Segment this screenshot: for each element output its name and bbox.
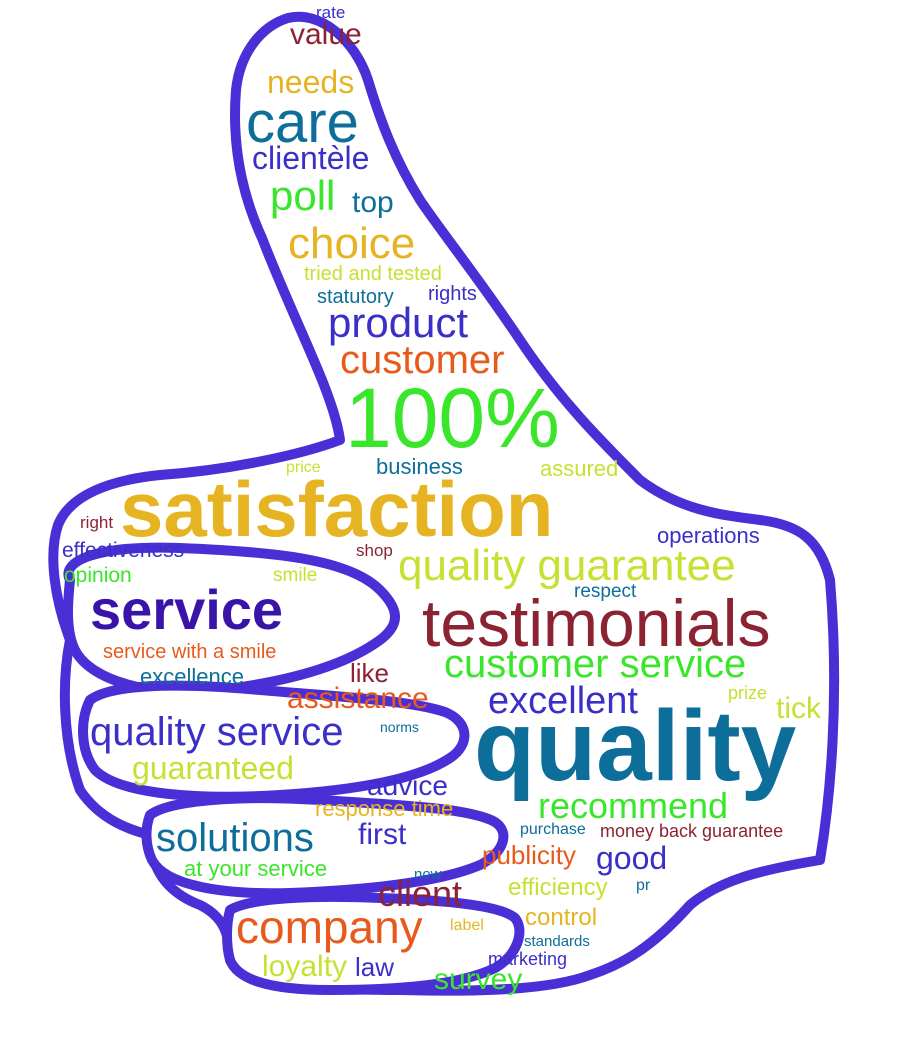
word-needs: needs bbox=[267, 64, 355, 100]
word-price: price bbox=[286, 459, 321, 476]
word-opinion: opinion bbox=[64, 564, 132, 587]
word-survey: survey bbox=[434, 963, 523, 996]
word-quality: quality bbox=[474, 690, 797, 802]
word-business: business bbox=[376, 454, 463, 479]
finger-outline-2 bbox=[78, 680, 470, 802]
word-quality-guarantee: quality guarantee bbox=[398, 541, 736, 590]
finger-outline-4 bbox=[222, 891, 525, 995]
word-tick: tick bbox=[776, 692, 821, 725]
word-prize: prize bbox=[728, 683, 768, 703]
word-poll: poll bbox=[270, 172, 336, 219]
word-first: first bbox=[358, 818, 407, 851]
word-response-time: response time bbox=[315, 796, 454, 821]
word-excellent: excellent bbox=[488, 680, 638, 722]
finger-outline-1 bbox=[62, 542, 400, 697]
word-client: client bbox=[378, 873, 463, 914]
word-control: control bbox=[525, 904, 598, 931]
word-like: like bbox=[350, 658, 390, 688]
word-excellence: excellence bbox=[140, 664, 244, 689]
word-money-back-guarantee: money back guarantee bbox=[600, 821, 784, 841]
word-clientele: clientèle bbox=[252, 140, 370, 176]
word-assured: assured bbox=[540, 456, 619, 481]
word-testimonials: testimonials bbox=[422, 586, 771, 660]
word-law: law bbox=[355, 952, 395, 982]
word-marketing: marketing bbox=[488, 949, 568, 969]
finger-outline-3 bbox=[141, 793, 509, 899]
word-label: label bbox=[450, 917, 484, 934]
word-pr: pr bbox=[636, 877, 651, 894]
word-rate: rate bbox=[316, 3, 346, 22]
word-advice: advice bbox=[367, 770, 448, 801]
word-loyalty: loyalty bbox=[262, 950, 348, 983]
word-effectiveness: effectiveness bbox=[62, 539, 185, 562]
word-now: now bbox=[414, 866, 442, 883]
word-statutory: statutory bbox=[317, 286, 394, 308]
word-100-percent: 100% bbox=[345, 371, 560, 465]
word-choice: choice bbox=[288, 219, 416, 268]
word-publicity: publicity bbox=[482, 840, 576, 870]
word-tried-and-tested: tried and tested bbox=[304, 263, 442, 285]
word-top: top bbox=[352, 186, 394, 219]
word-recommend: recommend bbox=[538, 785, 729, 826]
word-service: service bbox=[90, 578, 284, 641]
word-good: good bbox=[596, 840, 668, 876]
word-assistance: assistance bbox=[287, 682, 429, 715]
word-care: care bbox=[246, 90, 359, 155]
word-operations: operations bbox=[657, 523, 760, 548]
word-efficiency: efficiency bbox=[508, 874, 608, 901]
word-at-your-service: at your service bbox=[184, 856, 328, 881]
word-value: value bbox=[290, 18, 362, 51]
word-rights: rights bbox=[428, 283, 477, 305]
word-shop: shop bbox=[356, 541, 393, 560]
word-customer: customer bbox=[340, 338, 505, 382]
word-quality-service: quality service bbox=[90, 710, 344, 754]
word-right: right bbox=[80, 513, 114, 532]
word-satisfaction: satisfaction bbox=[120, 465, 554, 553]
word-purchase: purchase bbox=[520, 821, 586, 838]
word-standards: standards bbox=[524, 933, 590, 950]
word-service-with-a-smile: service with a smile bbox=[103, 641, 277, 663]
word-company: company bbox=[236, 901, 423, 953]
word-guaranteed: guaranteed bbox=[132, 750, 294, 786]
word-solutions: solutions bbox=[156, 816, 314, 860]
word-customer-service: customer service bbox=[444, 642, 747, 686]
word-smile: smile bbox=[273, 565, 318, 586]
word-norms: norms bbox=[380, 719, 419, 735]
word-product: product bbox=[328, 299, 469, 346]
word-respect: respect bbox=[574, 581, 637, 602]
